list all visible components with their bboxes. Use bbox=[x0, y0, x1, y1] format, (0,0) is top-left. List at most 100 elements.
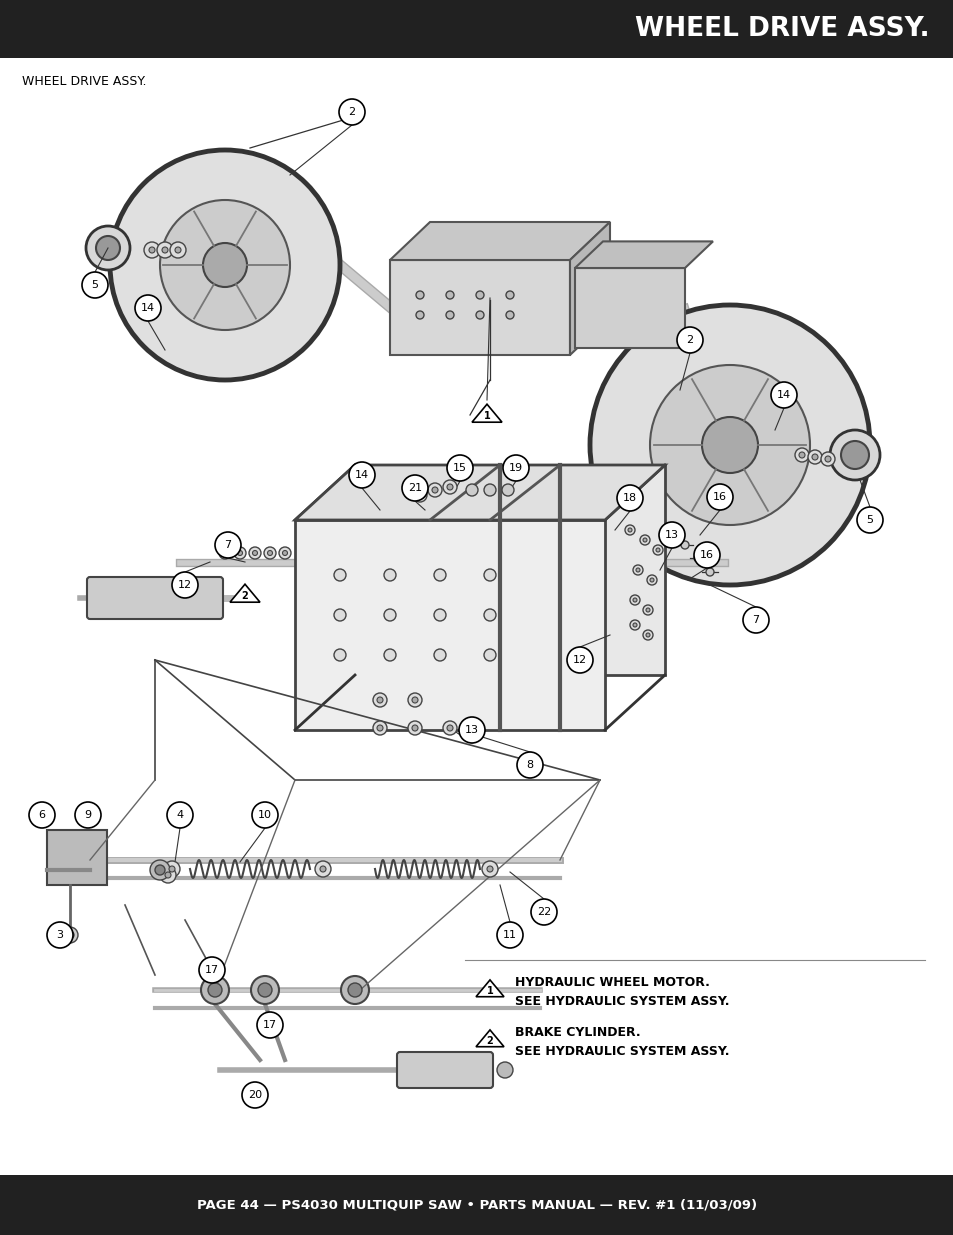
Circle shape bbox=[656, 548, 659, 552]
Text: 2: 2 bbox=[486, 1036, 493, 1046]
Text: 15: 15 bbox=[453, 463, 467, 473]
Circle shape bbox=[172, 572, 198, 598]
Text: 16: 16 bbox=[712, 492, 726, 501]
Circle shape bbox=[589, 305, 869, 585]
Circle shape bbox=[408, 721, 421, 735]
Circle shape bbox=[219, 547, 231, 559]
Text: PAGE 44 — PS4030 MULTIQUIP SAW • PARTS MANUAL — REV. #1 (11/03/09): PAGE 44 — PS4030 MULTIQUIP SAW • PARTS M… bbox=[196, 1198, 757, 1212]
Circle shape bbox=[624, 525, 635, 535]
Text: BRAKE CYLINDER.: BRAKE CYLINDER. bbox=[515, 1026, 640, 1040]
Circle shape bbox=[222, 551, 227, 556]
Circle shape bbox=[338, 99, 365, 125]
Circle shape bbox=[476, 311, 483, 319]
Circle shape bbox=[701, 417, 758, 473]
Circle shape bbox=[633, 564, 642, 576]
Circle shape bbox=[242, 1082, 268, 1108]
Circle shape bbox=[135, 295, 161, 321]
Text: 12: 12 bbox=[573, 655, 586, 664]
Circle shape bbox=[447, 454, 473, 480]
Text: 8: 8 bbox=[526, 760, 533, 769]
Text: 6: 6 bbox=[38, 810, 46, 820]
Circle shape bbox=[483, 650, 496, 661]
Circle shape bbox=[446, 311, 454, 319]
Circle shape bbox=[334, 569, 346, 580]
Circle shape bbox=[680, 541, 688, 550]
Polygon shape bbox=[294, 466, 664, 520]
Text: 14: 14 bbox=[776, 390, 790, 400]
Circle shape bbox=[811, 454, 817, 459]
Circle shape bbox=[165, 872, 171, 878]
Circle shape bbox=[154, 864, 165, 876]
Circle shape bbox=[267, 551, 273, 556]
Text: 14: 14 bbox=[355, 471, 369, 480]
Circle shape bbox=[413, 488, 427, 501]
Circle shape bbox=[233, 547, 246, 559]
Circle shape bbox=[208, 983, 222, 997]
Circle shape bbox=[408, 693, 421, 706]
Text: WHEEL DRIVE ASSY.: WHEEL DRIVE ASSY. bbox=[635, 16, 929, 42]
Polygon shape bbox=[390, 261, 569, 354]
Circle shape bbox=[162, 247, 168, 253]
Circle shape bbox=[164, 861, 180, 877]
Circle shape bbox=[412, 697, 417, 703]
Circle shape bbox=[334, 609, 346, 621]
Text: 5: 5 bbox=[91, 280, 98, 290]
Circle shape bbox=[770, 382, 796, 408]
Circle shape bbox=[483, 569, 496, 580]
Circle shape bbox=[149, 247, 154, 253]
Circle shape bbox=[348, 983, 361, 997]
Circle shape bbox=[251, 976, 278, 1004]
Circle shape bbox=[483, 484, 496, 496]
Circle shape bbox=[799, 452, 804, 458]
Circle shape bbox=[167, 802, 193, 827]
Circle shape bbox=[29, 802, 55, 827]
Circle shape bbox=[629, 620, 639, 630]
Polygon shape bbox=[294, 520, 604, 730]
Circle shape bbox=[252, 802, 277, 827]
Circle shape bbox=[693, 555, 701, 562]
Text: 13: 13 bbox=[464, 725, 478, 735]
Text: SEE HYDRAULIC SYSTEM ASSY.: SEE HYDRAULIC SYSTEM ASSY. bbox=[515, 1046, 729, 1058]
Circle shape bbox=[47, 923, 73, 948]
Text: 22: 22 bbox=[537, 906, 551, 918]
Circle shape bbox=[646, 576, 657, 585]
Circle shape bbox=[256, 1011, 283, 1037]
Text: 3: 3 bbox=[56, 930, 64, 940]
Text: 2: 2 bbox=[348, 107, 355, 117]
Circle shape bbox=[639, 535, 649, 545]
Circle shape bbox=[505, 291, 514, 299]
Polygon shape bbox=[472, 404, 501, 422]
Bar bbox=[0, 0, 953, 58]
Text: 11: 11 bbox=[502, 930, 517, 940]
Circle shape bbox=[412, 725, 417, 731]
Text: 17: 17 bbox=[263, 1020, 276, 1030]
Polygon shape bbox=[355, 466, 664, 676]
Circle shape bbox=[199, 957, 225, 983]
Circle shape bbox=[481, 861, 497, 877]
Text: 7: 7 bbox=[752, 615, 759, 625]
Circle shape bbox=[706, 484, 732, 510]
Circle shape bbox=[659, 522, 684, 548]
Circle shape bbox=[169, 866, 174, 872]
Circle shape bbox=[497, 1062, 513, 1078]
Text: 21: 21 bbox=[408, 483, 421, 493]
Circle shape bbox=[264, 547, 275, 559]
Circle shape bbox=[150, 860, 170, 881]
Circle shape bbox=[160, 200, 290, 330]
Polygon shape bbox=[476, 979, 503, 997]
Polygon shape bbox=[390, 222, 609, 261]
Circle shape bbox=[416, 492, 422, 498]
FancyBboxPatch shape bbox=[87, 577, 223, 619]
Circle shape bbox=[705, 568, 713, 576]
Circle shape bbox=[501, 484, 514, 496]
Circle shape bbox=[237, 551, 242, 556]
Circle shape bbox=[203, 243, 247, 287]
Circle shape bbox=[629, 595, 639, 605]
Circle shape bbox=[373, 693, 387, 706]
Circle shape bbox=[841, 441, 868, 469]
Circle shape bbox=[349, 462, 375, 488]
Text: SEE HYDRAULIC SYSTEM ASSY.: SEE HYDRAULIC SYSTEM ASSY. bbox=[515, 995, 729, 1009]
Circle shape bbox=[807, 450, 821, 464]
Circle shape bbox=[517, 752, 542, 778]
Circle shape bbox=[649, 366, 809, 525]
